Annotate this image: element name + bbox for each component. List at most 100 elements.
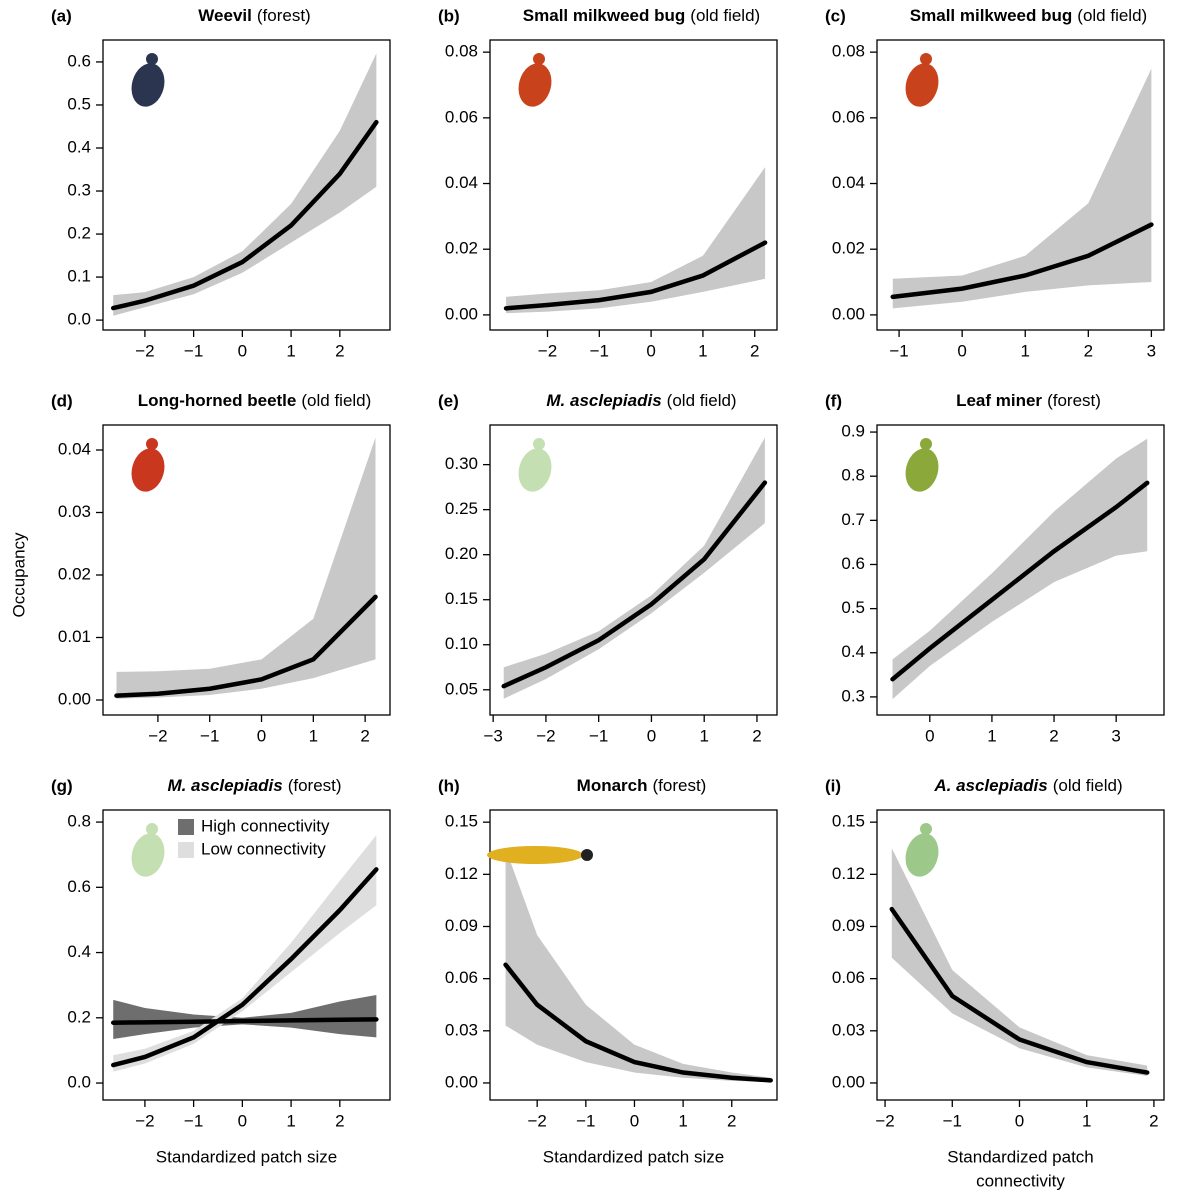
panel-label: (b) [438, 6, 460, 25]
habitat: (old field) [690, 6, 760, 25]
habitat: (forest) [257, 6, 311, 25]
plot-frame [102, 39, 391, 331]
confidence-band [891, 848, 1148, 1077]
panel-title: Small milkweed bug (old field) [523, 6, 760, 25]
y-tick-label: 0.04 [58, 439, 91, 458]
x-tick-label: 2 [752, 726, 761, 745]
insect-head [533, 438, 545, 450]
fit-line [503, 240, 768, 311]
fit-line [890, 480, 1150, 682]
plot-frame [876, 809, 1165, 1101]
y-tick-label: 0.04 [832, 173, 865, 192]
y-tick-label: 0.00 [445, 304, 478, 323]
y-tick-label: 0.06 [832, 107, 865, 126]
habitat: (old field) [301, 391, 371, 410]
species-name: Small milkweed bug [910, 6, 1073, 25]
x-tick-label: −2 [527, 1111, 546, 1130]
y-tick-label: 0.2 [67, 224, 91, 243]
x-tick-label: 1 [1082, 1111, 1091, 1130]
x-tick-label: −1 [184, 341, 203, 360]
insect-icon [487, 846, 593, 864]
x-tick-label: 0 [957, 341, 966, 360]
insect-head [146, 438, 158, 450]
y-tick-label: 0.4 [841, 642, 865, 661]
x-tick-label: −2 [135, 1111, 154, 1130]
plot-frame [489, 809, 778, 1101]
insect-body [131, 833, 165, 877]
x-tick-label: −2 [538, 341, 557, 360]
panel-title: M. asclepiadis (forest) [167, 776, 341, 795]
insect-head [581, 849, 593, 861]
insect-body [905, 448, 939, 492]
insect-icon [905, 53, 939, 107]
panel-title: Monarch (forest) [577, 776, 707, 795]
x-tick-label: 0 [630, 1111, 639, 1130]
y-tick-label: 0.15 [445, 589, 478, 608]
plot-frame [876, 39, 1165, 331]
fit-line [110, 119, 379, 311]
x-tick-label: −2 [135, 341, 154, 360]
x-tick-label: −3 [483, 726, 502, 745]
insect-head [146, 823, 158, 835]
y-tick-label: 0.8 [67, 812, 91, 831]
x-tick-label: 0 [1015, 1111, 1024, 1130]
panel-label: (d) [51, 391, 73, 410]
y-axis-label: Occupancy [9, 532, 28, 618]
y-tick-label: 0.00 [445, 1072, 478, 1091]
y-tick-label: 0.0 [67, 1073, 91, 1092]
species-name: Long-horned beetle [138, 391, 297, 410]
panel-label: (h) [438, 776, 460, 795]
y-tick-label: 0.02 [445, 239, 478, 258]
habitat: (forest) [288, 776, 342, 795]
y-tick-label: 0.08 [445, 42, 478, 61]
x-tick-label: −1 [184, 1111, 203, 1130]
y-tick-label: 0.5 [67, 94, 91, 113]
habitat: (forest) [1047, 391, 1101, 410]
x-axis-label: Standardized patch size [543, 1147, 724, 1166]
y-tick-label: 0.08 [832, 42, 865, 61]
y-tick-label: 0.05 [445, 679, 478, 698]
y-tick-label: 0.12 [445, 864, 478, 883]
legend-label: Low connectivity [201, 839, 326, 858]
x-tick-label: 3 [1111, 726, 1120, 745]
panel-label: (a) [51, 6, 72, 25]
confidence-band [892, 438, 1148, 700]
y-tick-label: 0.06 [832, 968, 865, 987]
y-tick-label: 0.3 [841, 686, 865, 705]
x-tick-label: −1 [200, 726, 219, 745]
x-tick-label: 0 [238, 1111, 247, 1130]
x-tick-label: 2 [335, 1111, 344, 1130]
insect-head [920, 53, 932, 65]
plot-frame [489, 424, 778, 716]
fit-line [501, 480, 768, 689]
species-name: M. asclepiadis [546, 391, 661, 410]
x-tick-label: −2 [148, 726, 167, 745]
x-axis-label: Standardized patch size [156, 1147, 337, 1166]
plot-frame [102, 424, 391, 716]
x-tick-label: −2 [536, 726, 555, 745]
y-tick-label: 0.6 [67, 51, 91, 70]
y-tick-label: 0.03 [832, 1020, 865, 1039]
y-tick-label: 0.12 [832, 864, 865, 883]
habitat: (forest) [653, 776, 707, 795]
confidence-band [113, 53, 377, 316]
panel-title: Small milkweed bug (old field) [910, 6, 1147, 25]
y-tick-label: 0.02 [58, 564, 91, 583]
habitat: (old field) [667, 391, 737, 410]
y-tick-label: 0.7 [841, 510, 865, 529]
x-tick-label: 1 [698, 341, 707, 360]
fit-line [110, 1017, 379, 1025]
insect-body [905, 63, 939, 107]
x-tick-label: 2 [727, 1111, 736, 1130]
x-tick-label: 1 [699, 726, 708, 745]
panel-title: M. asclepiadis (old field) [546, 391, 736, 410]
y-tick-label: 0.00 [58, 689, 91, 708]
x-tick-label: −1 [590, 341, 609, 360]
insect-head [146, 53, 158, 65]
insect-icon [131, 53, 165, 107]
x-tick-label: 2 [1149, 1111, 1158, 1130]
insect-icon [518, 53, 552, 107]
habitat: (old field) [1053, 776, 1123, 795]
y-tick-label: 0.00 [832, 304, 865, 323]
x-tick-label: 1 [286, 1111, 295, 1130]
